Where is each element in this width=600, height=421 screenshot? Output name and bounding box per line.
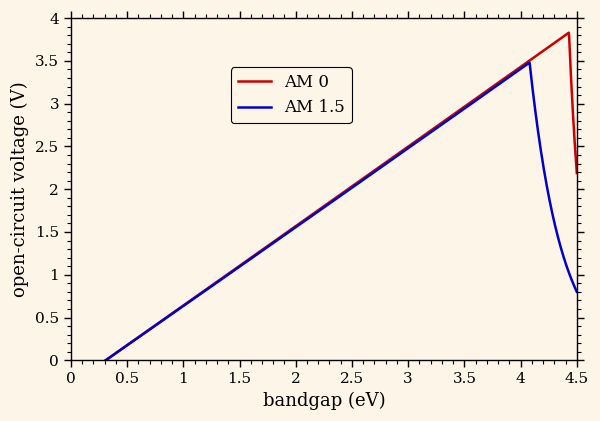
AM 1.5	[573, 289, 580, 294]
AM 0	[319, 205, 326, 210]
AM 0	[573, 171, 580, 176]
Line: AM 1.5: AM 1.5	[106, 63, 577, 360]
AM 1.5	[126, 341, 133, 346]
AM 0	[565, 30, 572, 35]
AM 1.5	[560, 253, 567, 258]
Line: AM 0: AM 0	[106, 33, 577, 360]
AM 1.5	[102, 358, 109, 363]
AM 1.5	[473, 97, 480, 102]
AM 0	[559, 35, 566, 40]
AM 1.5	[526, 60, 533, 65]
AM 0	[331, 196, 338, 201]
AM 0	[560, 34, 567, 39]
Y-axis label: open-circuit voltage (V): open-circuit voltage (V)	[11, 81, 29, 297]
AM 1.5	[319, 206, 326, 211]
AM 1.5	[331, 197, 338, 203]
X-axis label: bandgap (eV): bandgap (eV)	[263, 392, 385, 410]
AM 0	[126, 341, 133, 346]
AM 0	[102, 358, 109, 363]
AM 1.5	[560, 254, 567, 259]
AM 0	[473, 96, 480, 101]
Legend: AM 0, AM 1.5: AM 0, AM 1.5	[231, 67, 352, 123]
